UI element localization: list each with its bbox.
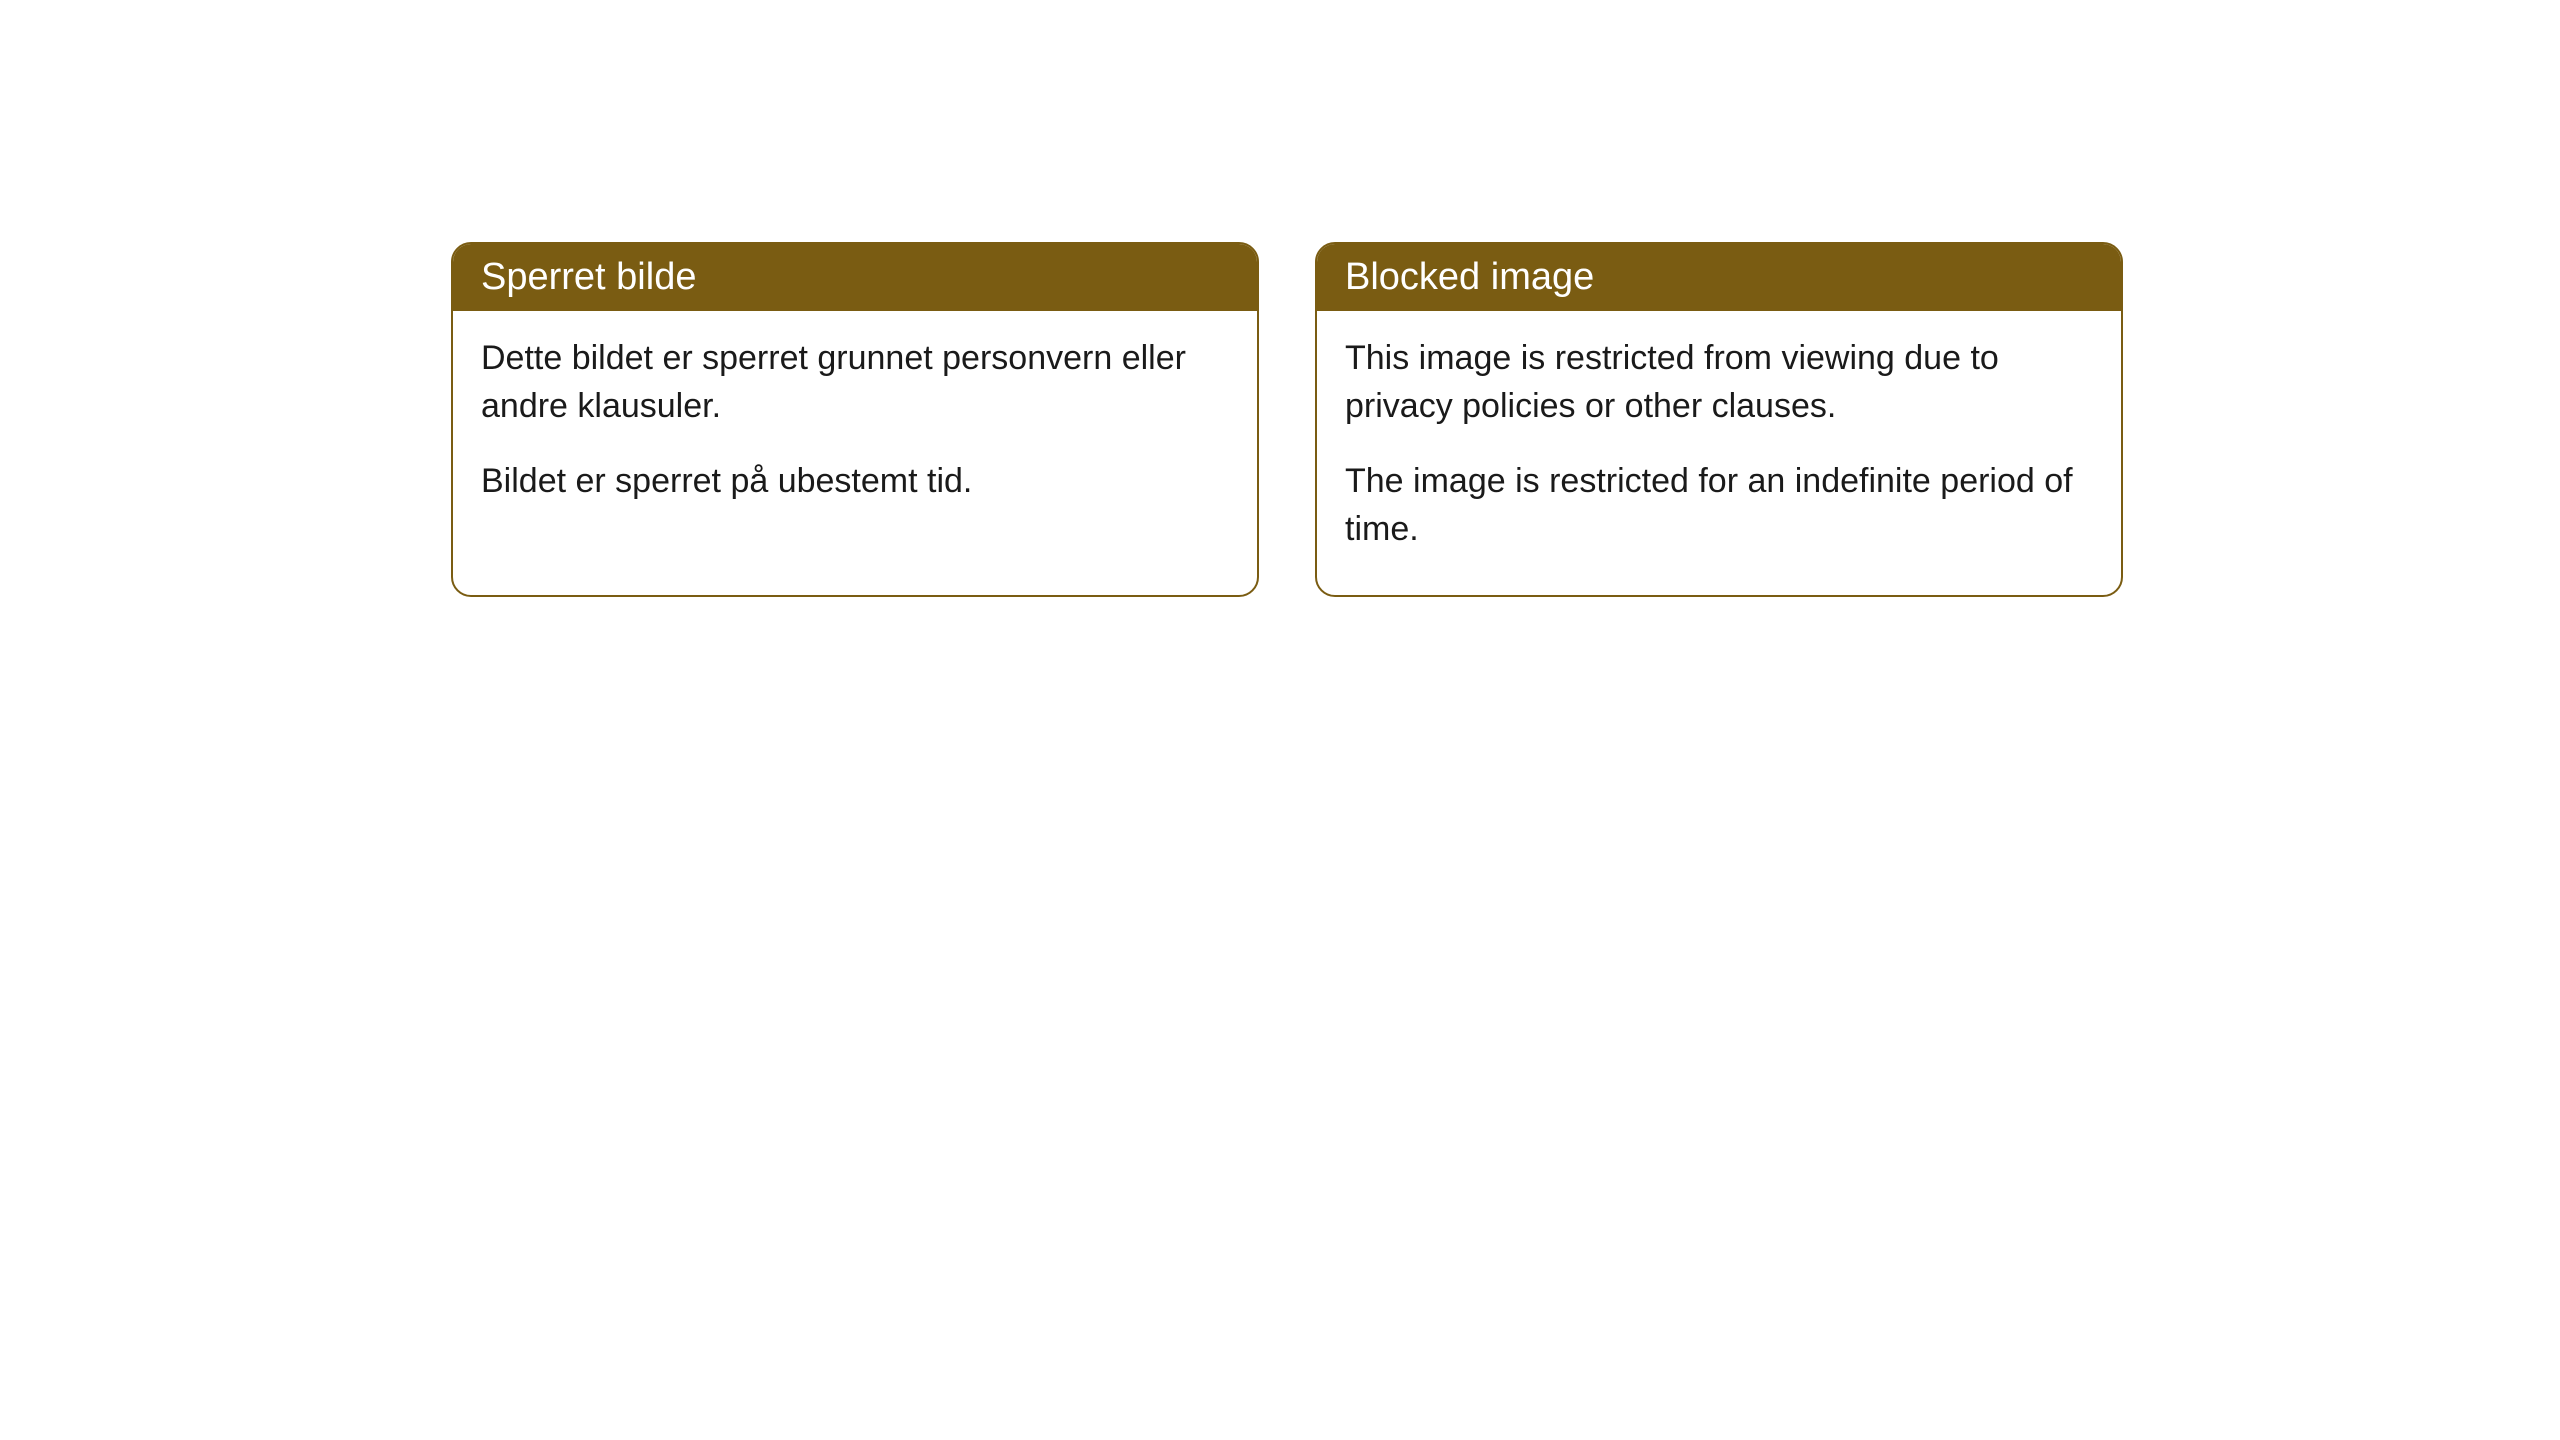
card-paragraph-1: This image is restricted from viewing du… xyxy=(1345,335,2093,430)
blocked-image-card-norwegian: Sperret bilde Dette bildet er sperret gr… xyxy=(451,242,1259,597)
card-body-english: This image is restricted from viewing du… xyxy=(1317,311,2121,595)
card-header-english: Blocked image xyxy=(1317,244,2121,311)
card-title: Sperret bilde xyxy=(481,256,696,298)
card-paragraph-2: Bildet er sperret på ubestemt tid. xyxy=(481,458,1229,506)
card-body-norwegian: Dette bildet er sperret grunnet personve… xyxy=(453,311,1257,548)
card-title: Blocked image xyxy=(1345,256,1594,298)
card-paragraph-1: Dette bildet er sperret grunnet personve… xyxy=(481,335,1229,430)
card-paragraph-2: The image is restricted for an indefinit… xyxy=(1345,458,2093,553)
cards-container: Sperret bilde Dette bildet er sperret gr… xyxy=(0,0,2560,597)
card-header-norwegian: Sperret bilde xyxy=(453,244,1257,311)
blocked-image-card-english: Blocked image This image is restricted f… xyxy=(1315,242,2123,597)
